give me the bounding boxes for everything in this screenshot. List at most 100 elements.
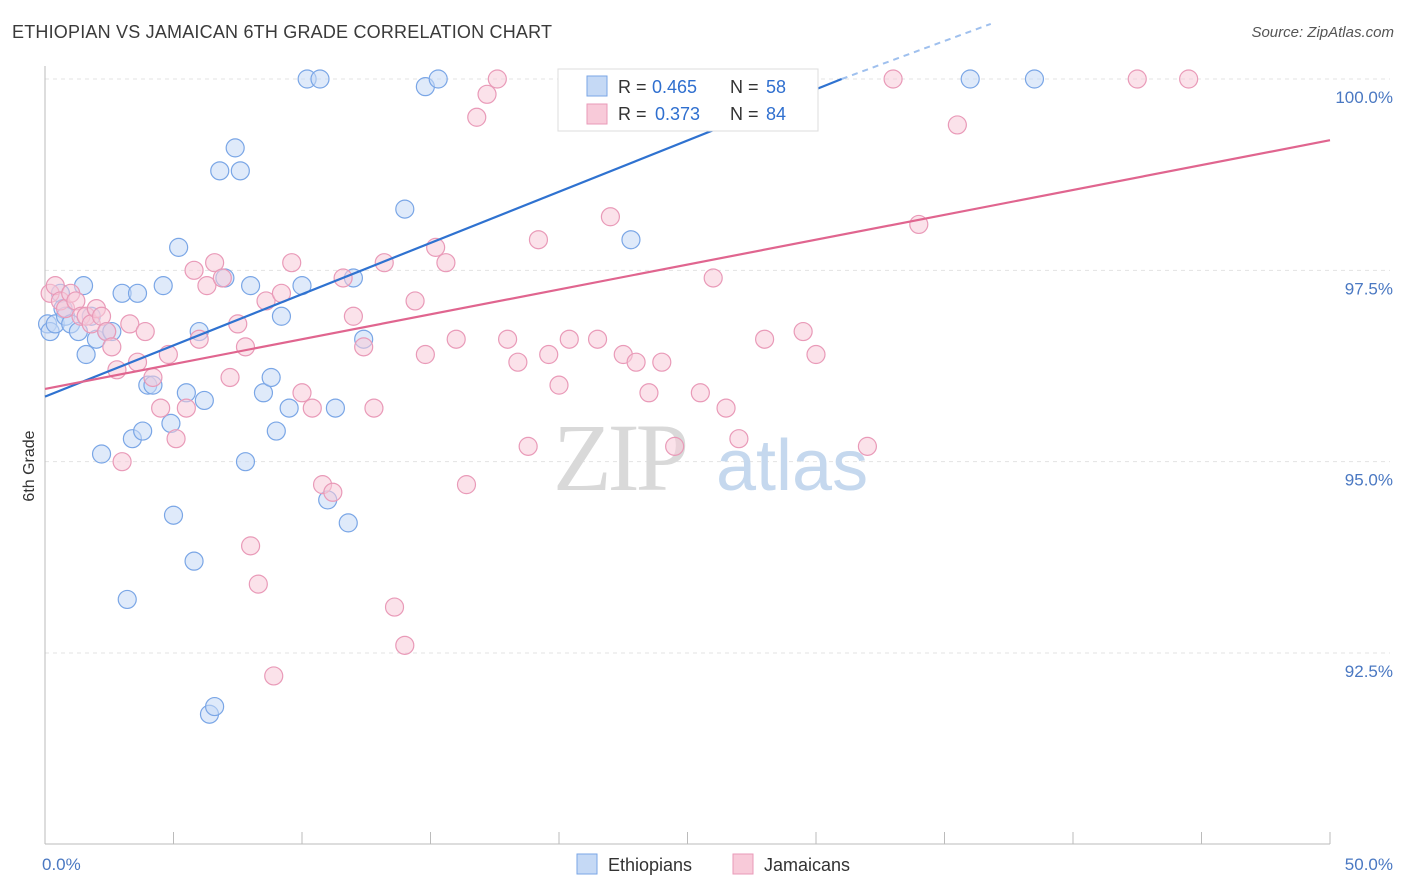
point-jamaicans-84 — [1127, 69, 1147, 89]
legend-r-value-1: 0.465 — [652, 77, 697, 97]
point-ethiopians-34 — [225, 138, 245, 158]
point-jamaicans-79 — [806, 344, 826, 365]
stats-legend: R = 0.465 N = 58 R = 0.373 N = 84 — [557, 68, 819, 132]
source-label: Source: ZipAtlas.com — [1251, 24, 1394, 41]
point-jamaicans-48 — [405, 291, 425, 311]
point-jamaicans-60 — [528, 230, 549, 250]
x-tick-label-1: 50.0% — [1345, 855, 1393, 874]
point-jamaicans-12 — [102, 337, 122, 357]
legend-n-label-2: N = — [730, 104, 759, 124]
chart-title: ETHIOPIAN VS JAMAICAN 6TH GRADE CORRELAT… — [12, 22, 553, 42]
x-tick-label-0: 0.0% — [42, 855, 81, 874]
watermark: ZIP atlas — [553, 404, 868, 511]
point-jamaicans-31 — [241, 536, 261, 556]
point-jamaicans-70 — [652, 352, 672, 372]
point-jamaicans-81 — [883, 69, 903, 89]
point-ethiopians-31 — [205, 696, 225, 717]
point-jamaicans-85 — [1179, 69, 1199, 89]
point-ethiopians-25 — [169, 237, 189, 257]
point-jamaicans-74 — [703, 268, 723, 288]
point-ethiopians-27 — [184, 551, 204, 571]
point-jamaicans-66 — [600, 207, 621, 227]
point-ethiopians-41 — [271, 306, 292, 326]
point-jamaicans-38 — [302, 398, 322, 418]
point-ethiopians-12 — [91, 444, 112, 464]
y-tick-label-0: 92.5% — [1345, 662, 1393, 681]
point-ethiopians-47 — [325, 398, 346, 418]
point-jamaicans-22 — [176, 398, 196, 418]
legend-r-label-1: R = — [618, 77, 647, 97]
point-jamaicans-43 — [354, 337, 374, 357]
point-ethiopians-40 — [266, 421, 286, 441]
point-jamaicans-21 — [166, 429, 186, 449]
point-jamaicans-76 — [729, 429, 749, 449]
point-jamaicans-77 — [754, 329, 775, 349]
legend-r-label-2: R = — [618, 104, 647, 124]
legend-n-value-2: 84 — [766, 104, 786, 124]
point-jamaicans-36 — [282, 253, 302, 273]
point-jamaicans-80 — [857, 436, 878, 456]
point-jamaicans-40 — [323, 482, 343, 502]
point-ethiopians-51 — [395, 199, 415, 219]
point-ethiopians-16 — [117, 589, 137, 610]
legend-r-value-2: 0.373 — [655, 104, 700, 124]
y-tick-label-2: 97.5% — [1345, 279, 1393, 298]
point-jamaicans-52 — [446, 329, 466, 349]
point-jamaicans-27 — [212, 268, 232, 288]
point-ethiopians-58 — [1024, 69, 1045, 89]
series-name-ethiopians: Ethiopians — [608, 855, 692, 875]
series-swatch-jamaicans — [732, 853, 754, 875]
point-jamaicans-14 — [112, 452, 132, 472]
point-ethiopians-22 — [153, 276, 173, 296]
point-jamaicans-19 — [151, 398, 171, 418]
point-jamaicans-78 — [793, 321, 813, 342]
x-tick-labels: 0.0% 50.0% — [42, 855, 1393, 874]
trend-lines — [44, 22, 1331, 398]
point-jamaicans-34 — [264, 666, 284, 686]
point-jamaicans-75 — [716, 398, 736, 418]
point-jamaicans-37 — [292, 383, 312, 403]
point-ethiopians-18 — [127, 283, 148, 303]
y-tick-label-1: 95.0% — [1345, 471, 1393, 490]
y-axis-label: 6th Grade — [21, 430, 38, 501]
point-ethiopians-42 — [279, 398, 299, 418]
trend-extension-ethiopians — [841, 22, 992, 80]
point-jamaicans-58 — [508, 352, 528, 372]
point-jamaicans-68 — [626, 352, 646, 372]
point-jamaicans-26 — [205, 253, 225, 273]
point-jamaicans-63 — [559, 329, 579, 349]
point-jamaicans-65 — [587, 329, 608, 349]
point-jamaicans-23 — [184, 260, 204, 280]
point-jamaicans-45 — [374, 253, 394, 273]
point-jamaicans-56 — [487, 69, 507, 89]
legend-swatch-jamaicans — [586, 103, 608, 125]
y-tick-label-3: 100.0% — [1335, 88, 1393, 107]
point-jamaicans-47 — [395, 635, 415, 655]
point-jamaicans-54 — [467, 107, 487, 127]
point-jamaicans-30 — [235, 337, 256, 357]
point-jamaicans-59 — [518, 436, 538, 456]
point-jamaicans-18 — [143, 367, 163, 388]
axes — [44, 66, 1331, 845]
point-ethiopians-37 — [241, 276, 261, 296]
point-jamaicans-83 — [947, 115, 967, 135]
point-jamaicans-53 — [456, 475, 477, 495]
point-jamaicans-42 — [343, 306, 363, 326]
point-jamaicans-46 — [384, 597, 405, 617]
point-ethiopians-39 — [261, 367, 281, 388]
point-ethiopians-48 — [338, 513, 358, 533]
series-swatch-ethiopians — [576, 853, 598, 875]
legend-n-label-1: N = — [730, 77, 759, 97]
point-ethiopians-53 — [428, 69, 448, 89]
point-ethiopians-19 — [133, 421, 153, 441]
point-jamaicans-17 — [135, 321, 155, 342]
series-legend: Ethiopians Jamaicans — [576, 853, 850, 875]
point-jamaicans-15 — [120, 314, 140, 334]
point-jamaicans-62 — [549, 375, 569, 395]
point-jamaicans-32 — [248, 574, 268, 594]
point-jamaicans-33 — [256, 291, 276, 311]
point-ethiopians-35 — [230, 161, 250, 181]
trend-line-ethiopians — [44, 77, 843, 398]
point-jamaicans-55 — [477, 84, 497, 104]
point-jamaicans-71 — [665, 436, 685, 456]
